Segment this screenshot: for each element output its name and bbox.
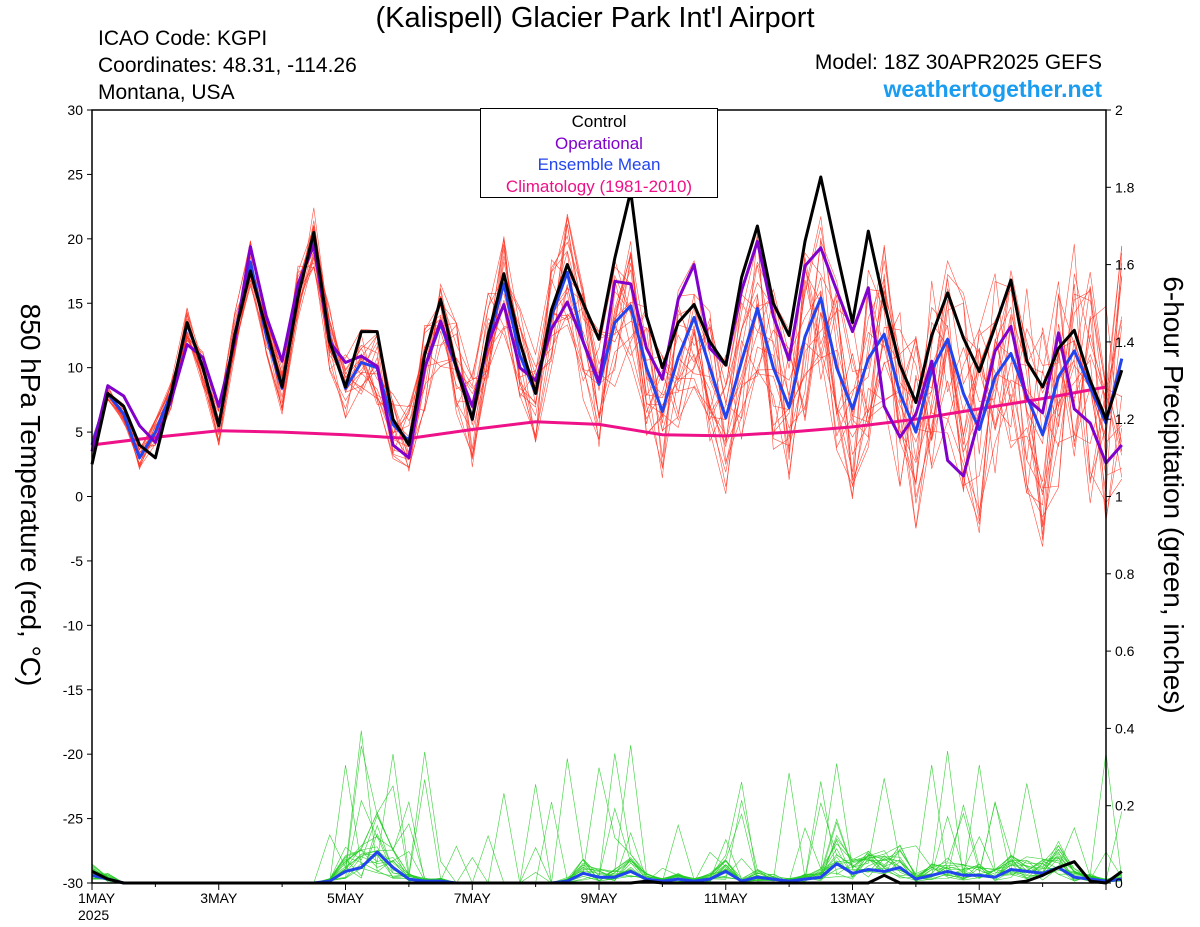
y-left-tick-label: -25 — [63, 811, 83, 827]
y-left-tick-label: 30 — [67, 102, 83, 118]
temperature-member-line — [91, 207, 1122, 484]
y-right-tick-label: 2 — [1115, 102, 1123, 118]
precipitation-member-line — [91, 752, 1123, 884]
y-right-tick-label: 1.2 — [1115, 411, 1135, 427]
plot-frame — [91, 109, 1107, 884]
precipitation-member-line — [91, 765, 1122, 884]
x-tick-label: 1MAY — [78, 890, 116, 906]
legend-item-climatology: Climatology (1981-2010) — [505, 176, 693, 196]
x-tick-label: 7MAY — [454, 890, 492, 906]
temperature-member-line — [91, 230, 1123, 529]
precipitation-member-line — [92, 765, 1122, 884]
y-left-tick-label: 5 — [75, 424, 83, 440]
x-year-label: 2025 — [78, 907, 109, 923]
y-right-tick-label: 1.8 — [1115, 179, 1135, 195]
y-right-tick-label: 0.8 — [1115, 566, 1135, 582]
y-left-tick-label: 25 — [67, 166, 83, 182]
model-run: Model: 18Z 30APR2025 GEFS — [814, 51, 1102, 74]
y-right-tick-label: 1 — [1115, 489, 1123, 505]
coordinates: Coordinates: 48.31, -114.26 — [98, 54, 357, 77]
y-left-tick-label: 10 — [67, 360, 83, 376]
y-left-tick-label: -20 — [63, 746, 83, 762]
x-tick-label: 5MAY — [327, 890, 365, 906]
precipitation-member-line — [91, 763, 1122, 884]
y-left-tick-label: -15 — [63, 682, 83, 698]
y-left-tick-label: -5 — [71, 553, 84, 569]
temperature-member-lines — [91, 207, 1123, 547]
precipitation-member-line — [91, 753, 1122, 884]
y-right-tick-label: 0.2 — [1115, 798, 1135, 814]
icao-code: ICAO Code: KGPI — [98, 27, 268, 50]
y-right-tick-label: 1.6 — [1115, 257, 1135, 273]
climatology-line — [91, 385, 1107, 447]
y-left-tick-label: 20 — [67, 231, 83, 247]
operational-temperature-line — [90, 239, 1123, 478]
precipitation-member-line — [91, 751, 1122, 884]
precipitation-member-lines — [91, 730, 1123, 884]
y-right-tick-label: 0 — [1115, 875, 1123, 891]
main-series-lines — [90, 175, 1124, 885]
y-left-tick-label: -10 — [63, 617, 83, 633]
x-tick-label: 11MAY — [704, 890, 748, 906]
y-left-tick-label: -30 — [63, 875, 83, 891]
y-left-tick-label: 0 — [75, 489, 83, 505]
x-tick-label: 3MAY — [200, 890, 238, 906]
y-right-tick-label: 0.6 — [1115, 643, 1135, 659]
control-temperature-line — [90, 175, 1124, 465]
location: Montana, USA — [98, 81, 235, 104]
temperature-member-line — [91, 216, 1123, 521]
precipitation-member-line — [91, 730, 1122, 884]
x-tick-label: 9MAY — [580, 890, 618, 906]
legend-item-operational: Operational — [555, 133, 643, 153]
chart-axes: 302520151050-5-10-15-20-25-3021.81.61.41… — [63, 102, 1135, 923]
x-tick-label: 15MAY — [957, 890, 1003, 906]
y-right-tick-label: 0.4 — [1115, 720, 1135, 736]
x-tick-label: 13MAY — [830, 890, 876, 906]
legend-item-ensemble-mean: Ensemble Mean — [537, 155, 661, 174]
legend-item-control: Control — [571, 112, 627, 131]
y-right-tick-label: 1.4 — [1115, 334, 1135, 350]
y-left-tick-label: 15 — [67, 295, 83, 311]
website-link[interactable]: weathertogether.net — [883, 76, 1102, 102]
legend: Control Operational Ensemble Mean Climat… — [480, 108, 718, 198]
chart-title: (Kalispell) Glacier Park Int'l Airport — [375, 2, 815, 34]
